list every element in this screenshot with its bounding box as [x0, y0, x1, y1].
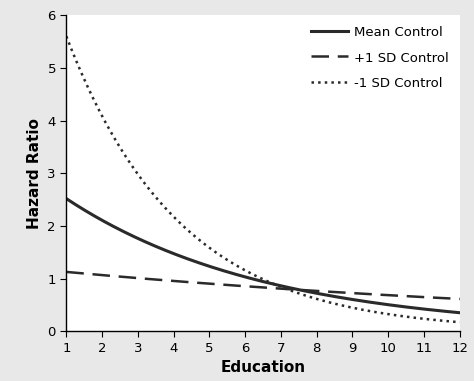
- Y-axis label: Hazard Ratio: Hazard Ratio: [27, 118, 42, 229]
- +1 SD Control: [64, 270, 69, 274]
- Mean Control: [457, 311, 463, 315]
- Mean Control: [64, 196, 69, 201]
- -1 SD Control: [457, 320, 463, 325]
- +1 SD Control: [386, 293, 392, 298]
- -1 SD Control: [276, 284, 282, 288]
- Mean Control: [250, 277, 256, 281]
- -1 SD Control: [64, 34, 69, 38]
- Line: +1 SD Control: +1 SD Control: [66, 272, 460, 299]
- Line: Mean Control: Mean Control: [66, 199, 460, 313]
- -1 SD Control: [386, 312, 392, 317]
- Mean Control: [386, 303, 392, 307]
- -1 SD Control: [447, 319, 453, 324]
- Mean Control: [253, 277, 258, 282]
- +1 SD Control: [447, 296, 453, 301]
- +1 SD Control: [253, 285, 258, 289]
- -1 SD Control: [253, 274, 258, 278]
- +1 SD Control: [298, 288, 303, 292]
- X-axis label: Education: Education: [220, 360, 306, 375]
- +1 SD Control: [457, 297, 463, 301]
- Mean Control: [276, 283, 282, 288]
- Mean Control: [447, 309, 453, 314]
- +1 SD Control: [276, 286, 282, 291]
- -1 SD Control: [298, 291, 303, 296]
- -1 SD Control: [250, 272, 256, 277]
- +1 SD Control: [250, 285, 256, 289]
- Mean Control: [298, 288, 303, 292]
- Line: -1 SD Control: -1 SD Control: [66, 36, 460, 322]
- Legend: Mean Control, +1 SD Control, -1 SD Control: Mean Control, +1 SD Control, -1 SD Contr…: [307, 22, 453, 94]
